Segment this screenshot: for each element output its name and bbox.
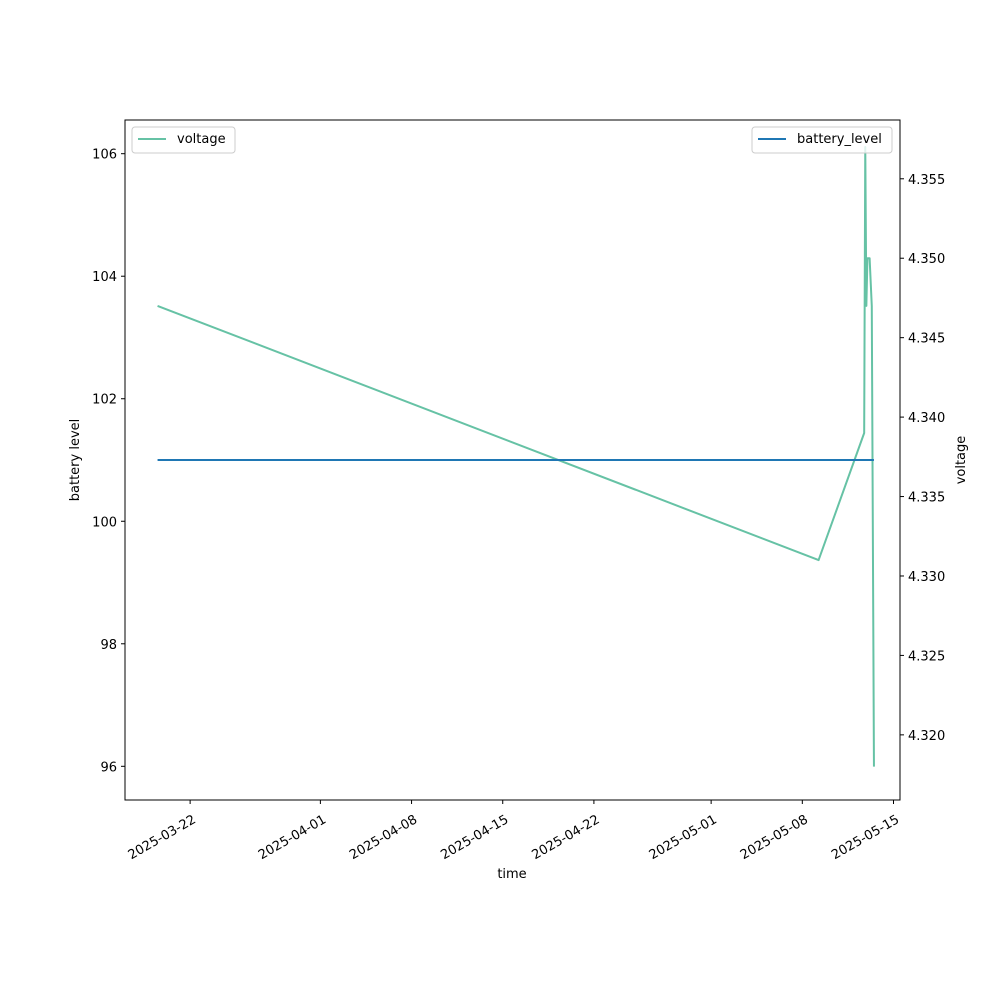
- y-tick-label: 98: [100, 638, 117, 653]
- y2-tick-label: 4.355: [908, 173, 945, 188]
- x-axis-title: time: [497, 867, 526, 882]
- series-line-voltage: [157, 146, 875, 767]
- y2-tick-label: 4.350: [908, 252, 945, 267]
- y2-tick-label: 4.345: [908, 332, 945, 347]
- legend-battery-level: battery_level: [751, 126, 893, 154]
- y-axis-title: battery level: [68, 419, 83, 502]
- y2-tick-label: 4.340: [908, 411, 945, 426]
- y-axis-right: 4.320 4.325 4.330 4.335 4.340 4.345 4.350 4.355: [900, 173, 945, 744]
- legend-label-voltage: voltage: [177, 132, 226, 147]
- y-tick-label: 96: [100, 760, 117, 775]
- y-tick-label: 100: [92, 515, 117, 530]
- y2-tick-label: 4.320: [908, 729, 945, 744]
- y-axis-left: 96 98 100 102 104 106: [92, 148, 125, 775]
- y2-axis-title: voltage: [954, 436, 969, 485]
- y2-tick-label: 4.330: [908, 570, 945, 585]
- legend-label-battery-level: battery_level: [797, 132, 882, 147]
- axes-frame: [124, 119, 901, 801]
- y-tick-label: 106: [92, 148, 117, 163]
- y-tick-label: 102: [92, 393, 117, 408]
- legend-voltage: voltage: [131, 126, 236, 154]
- y2-tick-label: 4.325: [908, 649, 945, 664]
- y-tick-label: 104: [92, 270, 117, 285]
- plot-area: [157, 146, 875, 767]
- y2-tick-label: 4.335: [908, 491, 945, 506]
- legend-box: [131, 126, 236, 154]
- legend-box: [751, 126, 893, 154]
